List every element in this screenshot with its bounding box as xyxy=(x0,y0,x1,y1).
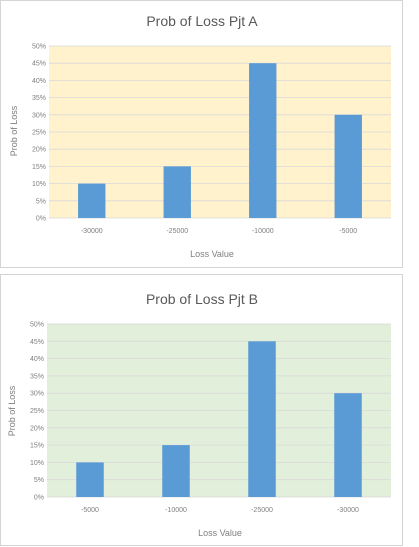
bar xyxy=(334,114,362,218)
y-tick-label: 15% xyxy=(32,164,46,171)
y-tick-label: 5% xyxy=(34,477,44,484)
x-axis-ticks: -30000 -25000 -10000 -5000 xyxy=(81,228,357,235)
chart-title: Prob of Loss Pjt B xyxy=(146,291,258,307)
chart-panel-b: Prob of Loss Pjt B 0% 5% 10% 15% 20% 25% 30% 35… xyxy=(0,274,403,546)
y-tick-label: 25% xyxy=(32,130,46,137)
x-tick-label: -25000 xyxy=(251,507,273,514)
x-axis-ticks: -5000 -10000 -25000 -30000 xyxy=(81,507,359,514)
y-tick-label: 5% xyxy=(36,198,46,205)
y-tick-label: 10% xyxy=(32,181,46,188)
y-tick-label: 25% xyxy=(30,408,44,415)
bar xyxy=(76,462,104,497)
y-axis-ticks: 0% 5% 10% 15% 20% 25% 30% 35% 40% 45% 50% xyxy=(30,322,44,502)
y-tick-label: 30% xyxy=(32,112,46,119)
y-tick-label: 40% xyxy=(32,78,46,85)
y-tick-label: 30% xyxy=(30,391,44,398)
y-tick-label: 45% xyxy=(32,61,46,68)
y-tick-label: 50% xyxy=(30,322,44,329)
bar xyxy=(78,183,106,218)
y-tick-label: 0% xyxy=(36,216,46,223)
bar xyxy=(162,445,190,497)
y-axis-ticks: 0% 5% 10% 15% 20% 25% 30% 35% 40% 45% 50% xyxy=(32,44,46,223)
y-tick-label: 15% xyxy=(30,443,44,450)
y-tick-label: 20% xyxy=(30,425,44,432)
bars xyxy=(78,63,362,219)
x-tick-label: -10000 xyxy=(252,228,274,235)
chart-title: Prob of Loss Pjt A xyxy=(146,13,258,29)
bar xyxy=(163,166,191,218)
bar xyxy=(334,393,362,497)
y-tick-label: 50% xyxy=(32,44,46,51)
bar xyxy=(249,63,277,219)
x-tick-label: -30000 xyxy=(81,228,103,235)
bars xyxy=(76,341,362,497)
y-tick-label: 10% xyxy=(30,460,44,467)
bar xyxy=(248,341,276,497)
y-tick-label: 35% xyxy=(30,373,44,380)
y-axis-title: Prob of Loss xyxy=(7,385,17,436)
x-tick-label: -5000 xyxy=(81,507,99,514)
chart-a: Prob of Loss Pjt A 0% 5% 10% 15% 20% 25% 30% 35… xyxy=(9,13,391,259)
x-tick-label: -10000 xyxy=(165,507,187,514)
gridlines xyxy=(49,45,391,219)
chart-b: Prob of Loss Pjt B 0% 5% 10% 15% 20% 25% 30% 35… xyxy=(7,291,391,538)
x-tick-label: -30000 xyxy=(337,507,359,514)
y-tick-label: 40% xyxy=(30,356,44,363)
x-tick-label: -25000 xyxy=(166,228,188,235)
chart-panel-a: Prob of Loss Pjt A 0% 5% 10% 15% 20% 25% 30% 35… xyxy=(0,0,403,268)
y-tick-label: 0% xyxy=(34,495,44,502)
x-axis-title: Loss Value xyxy=(198,528,242,538)
y-tick-label: 20% xyxy=(32,147,46,154)
y-tick-label: 45% xyxy=(30,339,44,346)
x-axis-title: Loss Value xyxy=(190,249,234,259)
x-tick-label: -5000 xyxy=(339,228,357,235)
y-tick-label: 35% xyxy=(32,95,46,102)
gridlines xyxy=(47,323,391,498)
y-axis-title: Prob of Loss xyxy=(9,105,19,156)
